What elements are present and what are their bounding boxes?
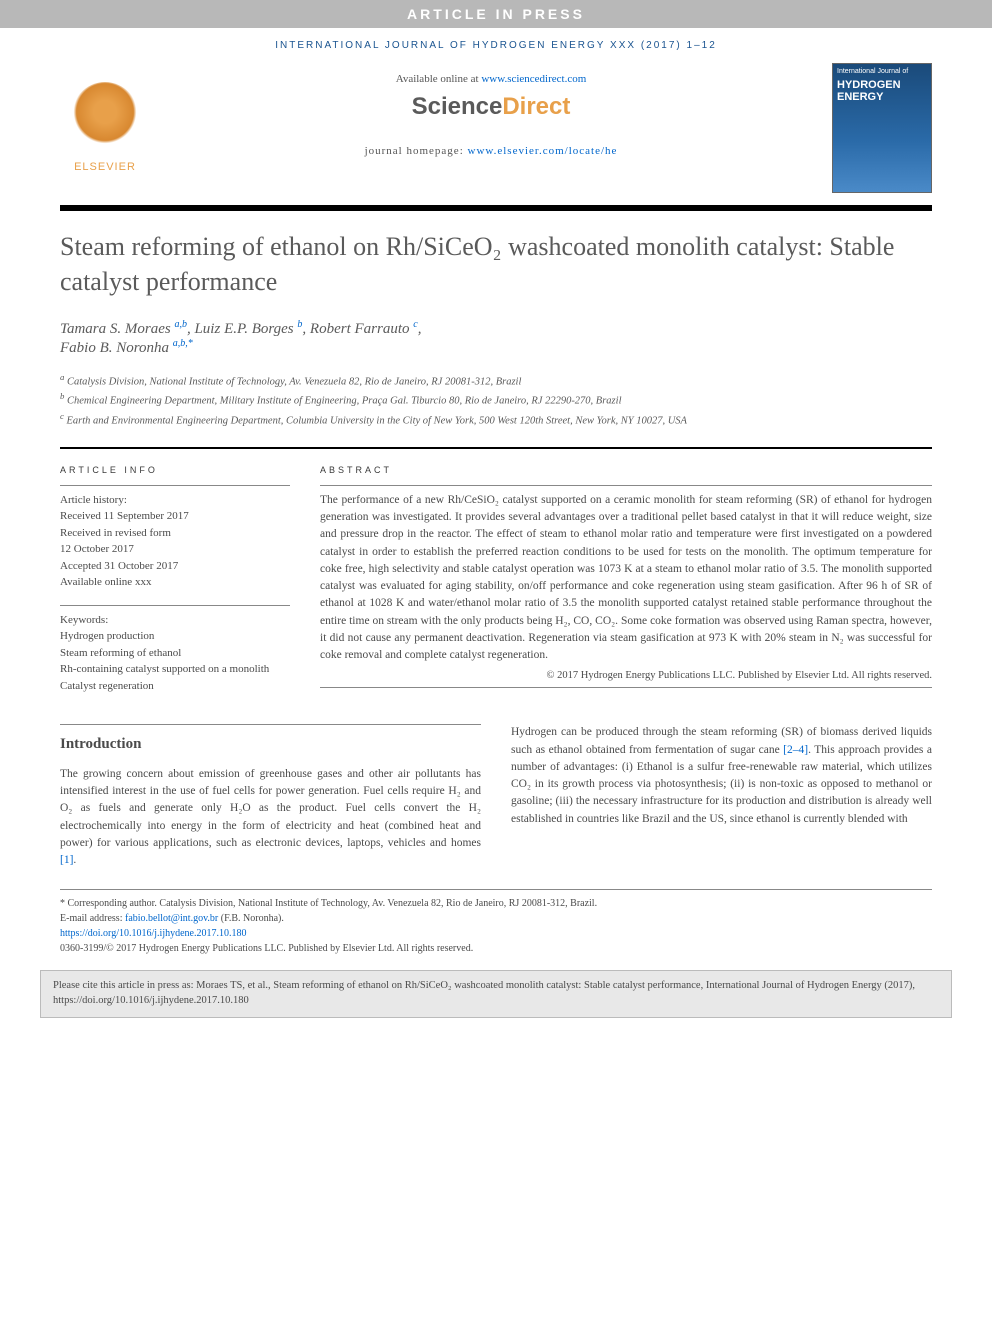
elsevier-logo: ELSEVIER xyxy=(60,63,150,173)
revised-label: Received in revised form xyxy=(60,525,290,542)
author-3: Fabio B. Noronha a,b,* xyxy=(60,340,193,356)
author-affil-link[interactable]: b xyxy=(297,319,302,330)
doi-link[interactable]: https://doi.org/10.1016/j.ijhydene.2017.… xyxy=(60,928,246,939)
abstract-text: The performance of a new Rh/CeSiO₂ catal… xyxy=(320,492,932,665)
affil-text: Earth and Environmental Engineering Depa… xyxy=(67,415,687,426)
intro-text-1: The growing concern about emission of gr… xyxy=(60,768,481,849)
article-title: Steam reforming of ethanol on Rh/SiCeO₂ … xyxy=(0,211,992,299)
corresponding-author: * Corresponding author. Catalysis Divisi… xyxy=(60,896,932,911)
abstract-column: ABSTRACT The performance of a new Rh/CeS… xyxy=(320,449,932,695)
revised-date: 12 October 2017 xyxy=(60,541,290,558)
sciencedirect-url-link[interactable]: www.sciencedirect.com xyxy=(481,73,586,85)
sd-logo-right: Direct xyxy=(502,93,570,120)
elsevier-name: ELSEVIER xyxy=(74,161,136,173)
footer-separator xyxy=(60,889,932,890)
history-label: Article history: xyxy=(60,492,290,509)
author-0: Tamara S. Moraes a,b xyxy=(60,321,187,337)
info-abstract-row: ARTICLE INFO Article history: Received 1… xyxy=(0,449,992,695)
journal-homepage-text: journal homepage: www.elsevier.com/locat… xyxy=(170,145,812,157)
abstract-copyright: © 2017 Hydrogen Energy Publications LLC.… xyxy=(320,670,932,681)
article-info-column: ARTICLE INFO Article history: Received 1… xyxy=(60,449,290,695)
accepted-date: Accepted 31 October 2017 xyxy=(60,558,290,575)
author-name: Fabio B. Noronha xyxy=(60,340,169,356)
article-info-heading: ARTICLE INFO xyxy=(60,465,290,475)
intro-para-1: The growing concern about emission of gr… xyxy=(60,766,481,870)
affil-text: Catalysis Division, National Institute o… xyxy=(67,377,521,388)
homepage-label: journal homepage: xyxy=(365,145,468,157)
reference-link-2-4[interactable]: [2–4] xyxy=(783,744,808,756)
email-line: E-mail address: fabio.bellot@int.gov.br … xyxy=(60,911,932,926)
top-header-section: ELSEVIER Available online at www.science… xyxy=(0,63,992,193)
email-suffix: (F.B. Noronha). xyxy=(218,913,284,924)
keyword-3: Catalyst regeneration xyxy=(60,678,290,695)
elsevier-tree-icon xyxy=(70,82,140,157)
section-divider xyxy=(60,724,481,725)
author-name: Robert Farrauto xyxy=(310,321,410,337)
affil-key: a xyxy=(60,372,64,382)
reference-link-1[interactable]: [1] xyxy=(60,854,73,866)
affiliation-b: b Chemical Engineering Department, Milit… xyxy=(60,390,932,409)
author-2: Robert Farrauto c xyxy=(310,321,418,337)
cover-line3: ENERGY xyxy=(833,91,931,103)
online-date: Available online xxx xyxy=(60,574,290,591)
sciencedirect-block: Available online at www.sciencedirect.co… xyxy=(170,63,812,157)
intro-left-column: Introduction The growing concern about e… xyxy=(60,724,481,869)
received-date: Received 11 September 2017 xyxy=(60,508,290,525)
journal-running-header: INTERNATIONAL JOURNAL OF HYDROGEN ENERGY… xyxy=(0,28,992,63)
sd-logo-left: Science xyxy=(412,93,503,120)
keywords-label: Keywords: xyxy=(60,612,290,629)
author-name: Tamara S. Moraes xyxy=(60,321,171,337)
article-history-block: Article history: Received 11 September 2… xyxy=(60,492,290,591)
author-affil-link[interactable]: a,b xyxy=(174,319,187,330)
keyword-0: Hydrogen production xyxy=(60,628,290,645)
info-divider xyxy=(60,605,290,606)
affil-key: c xyxy=(60,411,64,421)
affiliation-c: c Earth and Environmental Engineering De… xyxy=(60,410,932,429)
cover-line1: International Journal of xyxy=(833,64,931,79)
keyword-2: Rh-containing catalyst supported on a mo… xyxy=(60,661,290,678)
intro-para-2: Hydrogen can be produced through the ste… xyxy=(511,724,932,828)
email-label: E-mail address: xyxy=(60,913,125,924)
sciencedirect-logo: ScienceDirect xyxy=(170,93,812,121)
keyword-1: Steam reforming of ethanol xyxy=(60,645,290,662)
abstract-heading: ABSTRACT xyxy=(320,465,932,475)
author-list: Tamara S. Moraes a,b, Luiz E.P. Borges b… xyxy=(0,299,992,357)
issn-copyright: 0360-3199/© 2017 Hydrogen Energy Publica… xyxy=(60,941,932,956)
available-label: Available online at xyxy=(396,73,482,85)
author-name: Luiz E.P. Borges xyxy=(194,321,293,337)
affil-key: b xyxy=(60,391,64,401)
introduction-heading: Introduction xyxy=(60,733,481,756)
footer-block: * Corresponding author. Catalysis Divisi… xyxy=(0,896,992,956)
affil-text: Chemical Engineering Department, Militar… xyxy=(67,396,621,407)
available-online-text: Available online at www.sciencedirect.co… xyxy=(170,73,812,85)
journal-homepage-link[interactable]: www.elsevier.com/locate/he xyxy=(468,145,618,157)
affiliations-block: a Catalysis Division, National Institute… xyxy=(0,357,992,429)
journal-cover-thumbnail: International Journal of HYDROGEN ENERGY xyxy=(832,63,932,193)
intro-right-column: Hydrogen can be produced through the ste… xyxy=(511,724,932,869)
abstract-divider xyxy=(320,485,932,486)
author-email-link[interactable]: fabio.bellot@int.gov.br xyxy=(125,913,218,924)
keywords-block: Keywords: Hydrogen production Steam refo… xyxy=(60,612,290,695)
info-divider xyxy=(60,485,290,486)
cover-line2: HYDROGEN xyxy=(833,79,931,91)
author-affil-link[interactable]: c xyxy=(413,319,417,330)
author-affil-link[interactable]: a,b,* xyxy=(173,338,193,349)
citation-box: Please cite this article in press as: Mo… xyxy=(40,970,952,1017)
article-in-press-banner: ARTICLE IN PRESS xyxy=(0,0,992,28)
introduction-section: Introduction The growing concern about e… xyxy=(0,694,992,869)
affiliation-a: a Catalysis Division, National Institute… xyxy=(60,371,932,390)
abstract-bottom-divider xyxy=(320,687,932,688)
author-1: Luiz E.P. Borges b xyxy=(194,321,302,337)
